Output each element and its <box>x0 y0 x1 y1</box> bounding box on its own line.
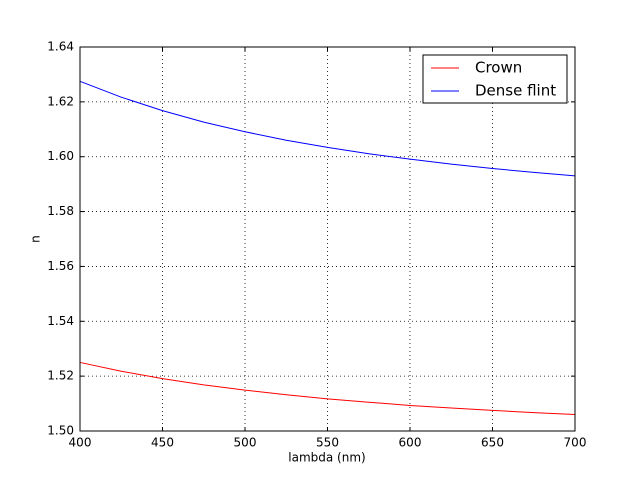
y-tick-label: 1.50 <box>47 424 74 438</box>
x-axis-label: lambda (nm) <box>288 451 365 465</box>
x-tick-label: 650 <box>481 436 504 450</box>
x-tick-label: 550 <box>316 436 339 450</box>
x-tick-label: 700 <box>564 436 587 450</box>
legend-box <box>422 54 568 104</box>
y-tick-label: 1.56 <box>47 259 74 273</box>
y-axis-label: n <box>29 235 43 243</box>
plot-frame <box>79 46 576 432</box>
y-tick-label: 1.60 <box>47 149 74 163</box>
y-tick-label: 1.58 <box>47 204 74 218</box>
x-tick-label: 450 <box>151 436 174 450</box>
y-tick-label: 1.62 <box>47 94 74 108</box>
x-tick-label: 500 <box>234 436 257 450</box>
series-line <box>79 361 576 416</box>
legend-label: Crown <box>475 59 522 77</box>
x-tick-label: 600 <box>399 436 422 450</box>
series-line <box>79 80 576 177</box>
legend-label: Dense flint <box>475 82 556 100</box>
x-tick-label: 400 <box>69 436 92 450</box>
y-tick-label: 1.64 <box>47 40 74 54</box>
y-tick-label: 1.54 <box>47 314 74 328</box>
y-tick-label: 1.52 <box>47 369 74 383</box>
